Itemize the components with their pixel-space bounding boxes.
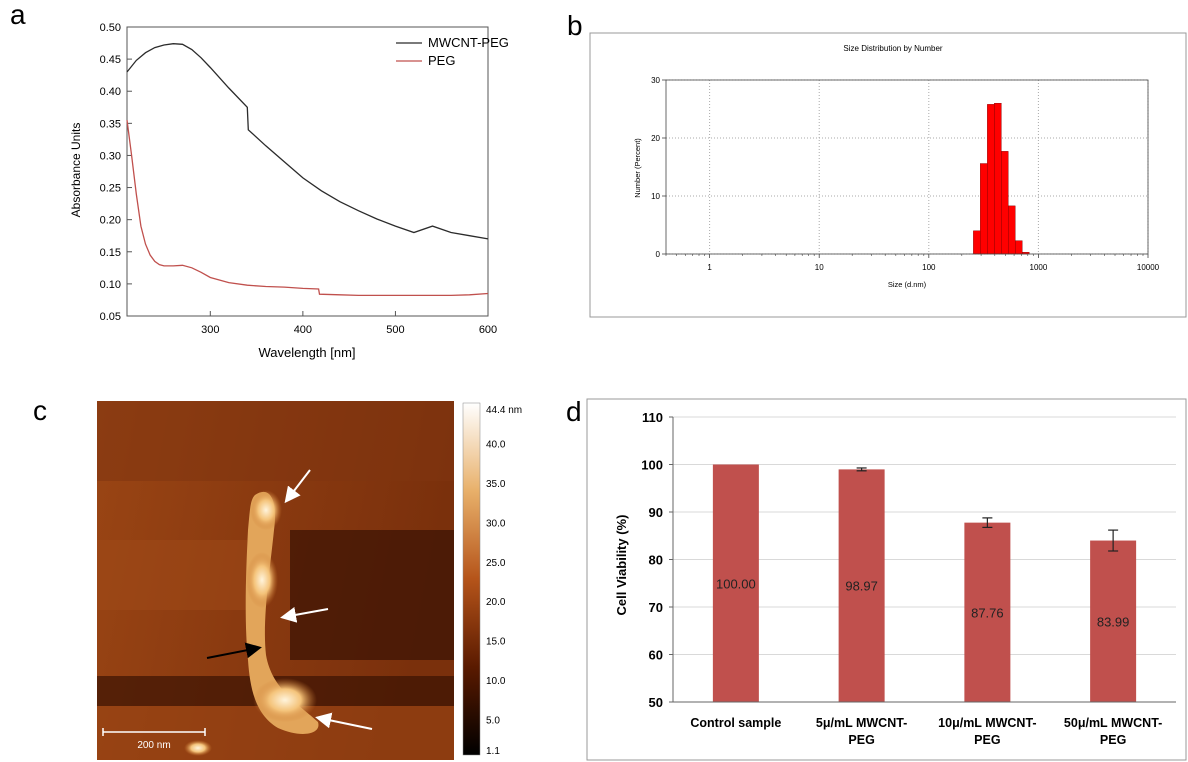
y-axis-label: Absorbance Units — [69, 123, 83, 218]
colorbar-tick-label: 5.0 — [486, 715, 500, 726]
scale-bar-label: 200 nm — [137, 740, 170, 751]
white-arrow-bottom — [315, 712, 373, 730]
y-tick-label: 0.50 — [100, 22, 121, 34]
x-tick-label: 600 — [479, 324, 497, 336]
y-tick-label: 10 — [651, 192, 660, 201]
y-tick-label: 110 — [642, 410, 663, 425]
colorbar-tick-label: 40.0 — [486, 440, 506, 451]
y-tick-label: 0.45 — [100, 54, 121, 66]
nanotube-bright-spot-bottom — [253, 678, 317, 722]
panel-letter-c: c — [33, 395, 47, 426]
panel-letter-b: b — [567, 10, 583, 41]
y-tick-label: 80 — [649, 553, 663, 568]
y-tick-label: 0.20 — [100, 215, 121, 227]
y-tick-label: 0.05 — [100, 311, 121, 323]
histogram-bar-4 — [994, 102, 1002, 255]
x-tick-label: 10 — [815, 263, 824, 272]
bar-2 — [838, 469, 885, 702]
y-tick-label: 0.25 — [100, 183, 121, 195]
bar-4 — [1090, 540, 1137, 702]
white-arrow-middle — [280, 606, 329, 623]
category-label: 10μ/mL MWCNT- — [938, 716, 1036, 730]
x-tick-label: 10000 — [1137, 263, 1160, 272]
plot-frame — [126, 26, 489, 317]
histogram-bar-6 — [1008, 205, 1016, 255]
x-axis-label: Wavelength [nm] — [258, 345, 355, 360]
y-tick-label: 100 — [641, 458, 663, 473]
category-label: PEG — [1100, 733, 1126, 747]
panel-d-frame — [586, 398, 1187, 761]
legend-label-mwcnt-peg: MWCNT-PEG — [428, 35, 509, 50]
y-tick-label: 0.30 — [100, 150, 121, 162]
chart-title: Size Distribution by Number — [843, 44, 942, 53]
panel-c-afm-image: 200 nm 44.4 nm 40.0 35.0 30.0 25.0 20.0 15.0 10… — [97, 401, 522, 760]
category-label: 50μ/mL MWCNT- — [1064, 716, 1162, 730]
y-tick-label: 0.40 — [100, 86, 121, 98]
x-axis-label: Size (d.nm) — [888, 280, 927, 289]
category-label: PEG — [974, 733, 1000, 747]
afm-band-dark-right — [290, 530, 454, 660]
nanotube-bright-spot-top — [250, 490, 282, 530]
afm-band-mid-left — [97, 540, 247, 610]
afm-band-top — [97, 401, 454, 481]
x-tick-label: 100 — [922, 263, 936, 272]
y-tick-label: 0.10 — [100, 279, 121, 291]
panel-letter-a: a — [10, 0, 26, 30]
panel-b-size-distribution: Size Distribution by Number 0 10 20 30 1 10 10… — [589, 32, 1187, 318]
category-label: PEG — [848, 733, 874, 747]
histogram-bar-7 — [1015, 240, 1023, 255]
data-label: 87.76 — [971, 605, 1004, 620]
series-line-mwcnt-peg — [126, 43, 489, 240]
data-label: 100.00 — [716, 576, 756, 591]
y-tick-label: 0 — [656, 250, 661, 259]
y-tick-label: 70 — [649, 600, 663, 615]
legend-label-peg: PEG — [428, 53, 455, 68]
x-tick-label: 400 — [294, 324, 312, 336]
y-tick-label: 50 — [649, 695, 663, 710]
colorbar-tick-label: 20.0 — [486, 597, 506, 608]
colorbar-tick-label: 30.0 — [486, 518, 506, 529]
panel-letter-d: d — [566, 396, 582, 427]
white-arrow-top — [284, 469, 311, 504]
panel-d-cell-viability: 100.00 Control sample 98.97 5μ/mL MWCNT- PEG… — [586, 398, 1187, 761]
panel-a-absorbance-chart: 0.05 0.10 0.15 0.20 0.25 0.30 0.35 0.40 0.45 0.50… — [69, 22, 509, 360]
colorbar-tick-label: 44.4 nm — [486, 405, 522, 416]
colorbar-tick-label: 35.0 — [486, 479, 506, 490]
particle-bottom-left — [184, 740, 212, 756]
histogram-bar-2 — [980, 163, 988, 255]
y-tick-label: 0.35 — [100, 118, 121, 130]
colorbar-tick-label: 10.0 — [486, 676, 506, 687]
colorbar-tick-label: 1.1 — [486, 746, 500, 757]
x-tick-label: 300 — [201, 324, 219, 336]
x-tick-label: 1000 — [1030, 263, 1048, 272]
bar-3 — [964, 522, 1011, 702]
nanotube-bright-spot-middle — [246, 552, 278, 608]
y-axis-label: Cell Viability (%) — [614, 515, 629, 616]
y-tick-label: 60 — [649, 648, 663, 663]
category-label: 5μ/mL MWCNT- — [816, 716, 907, 730]
colorbar — [462, 402, 481, 756]
category-label: Control sample — [690, 716, 781, 730]
colorbar-tick-label: 25.0 — [486, 558, 506, 569]
y-tick-label: 90 — [649, 505, 663, 520]
data-label: 83.99 — [1097, 614, 1130, 629]
x-tick-label: 1 — [707, 263, 712, 272]
histogram-bar-3 — [987, 104, 995, 255]
data-label: 98.97 — [845, 579, 878, 594]
black-arrow — [206, 642, 262, 659]
series-line-peg — [126, 120, 489, 297]
y-tick-label: 0.15 — [100, 247, 121, 259]
histogram-bar-5 — [1001, 151, 1009, 255]
histogram-bar-1 — [973, 230, 981, 255]
y-tick-label: 30 — [651, 76, 660, 85]
bar-1 — [712, 464, 759, 702]
y-axis-label: Number (Percent) — [633, 138, 642, 198]
plot-frame — [665, 79, 1149, 255]
y-tick-label: 20 — [651, 134, 660, 143]
x-tick-label: 500 — [386, 324, 404, 336]
panel-b-frame — [589, 32, 1187, 318]
colorbar-tick-label: 15.0 — [486, 637, 506, 648]
